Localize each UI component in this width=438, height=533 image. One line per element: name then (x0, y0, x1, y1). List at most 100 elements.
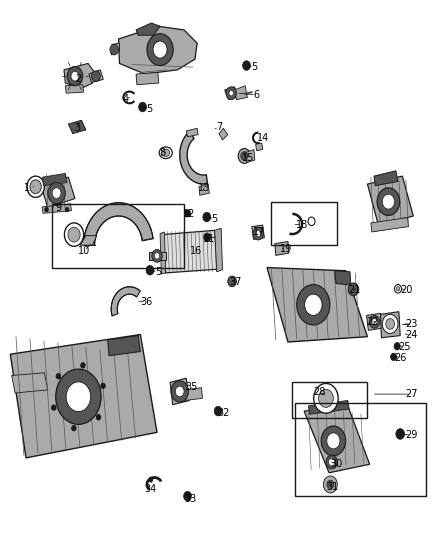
Bar (52, 204, 184, 268)
Polygon shape (225, 87, 239, 100)
Circle shape (71, 71, 79, 81)
Circle shape (328, 458, 335, 466)
Text: 34: 34 (144, 484, 156, 494)
Circle shape (96, 415, 101, 420)
Text: 2: 2 (75, 74, 81, 84)
Text: 35: 35 (185, 382, 197, 392)
Circle shape (56, 369, 101, 424)
Text: 9: 9 (56, 203, 62, 213)
Text: 37: 37 (230, 277, 242, 287)
Text: 25: 25 (399, 342, 411, 352)
Text: 27: 27 (405, 389, 417, 399)
Polygon shape (162, 230, 218, 273)
Polygon shape (160, 232, 166, 274)
Circle shape (394, 343, 400, 350)
Circle shape (386, 319, 395, 329)
Polygon shape (64, 63, 95, 88)
Polygon shape (367, 176, 413, 225)
Circle shape (27, 176, 44, 197)
Circle shape (171, 381, 188, 402)
Circle shape (147, 34, 173, 66)
Circle shape (184, 209, 191, 217)
Text: 22: 22 (367, 317, 379, 327)
Circle shape (395, 285, 402, 293)
Polygon shape (215, 228, 223, 272)
Bar (292, 382, 367, 418)
Text: 15: 15 (242, 153, 254, 163)
Polygon shape (371, 217, 409, 232)
Circle shape (372, 319, 377, 325)
Polygon shape (68, 120, 86, 134)
Text: 31: 31 (326, 482, 339, 491)
Polygon shape (149, 252, 166, 260)
Circle shape (92, 71, 100, 82)
Text: 28: 28 (313, 387, 325, 398)
Circle shape (327, 433, 340, 449)
Circle shape (369, 316, 380, 328)
Ellipse shape (162, 149, 170, 157)
Polygon shape (80, 236, 97, 245)
Text: 5: 5 (155, 267, 161, 277)
Polygon shape (170, 378, 189, 405)
Text: 23: 23 (405, 319, 417, 329)
Circle shape (154, 253, 159, 259)
Polygon shape (184, 387, 202, 400)
Circle shape (318, 389, 333, 407)
Polygon shape (367, 313, 382, 330)
Bar (295, 403, 426, 496)
Circle shape (256, 230, 261, 237)
Circle shape (326, 455, 337, 469)
Text: 5: 5 (251, 62, 257, 72)
Circle shape (396, 429, 405, 439)
Polygon shape (180, 131, 208, 184)
Polygon shape (11, 335, 157, 458)
Circle shape (304, 294, 322, 316)
Polygon shape (199, 184, 209, 195)
Text: 12: 12 (183, 209, 195, 220)
Circle shape (81, 362, 85, 368)
Polygon shape (65, 85, 84, 93)
Text: 32: 32 (217, 408, 230, 418)
Text: 10: 10 (78, 246, 91, 255)
Circle shape (72, 425, 76, 431)
Polygon shape (335, 271, 351, 285)
Circle shape (64, 223, 84, 246)
Text: 14: 14 (257, 133, 269, 143)
Circle shape (228, 276, 237, 287)
Circle shape (153, 41, 167, 58)
Circle shape (229, 91, 233, 96)
Polygon shape (381, 312, 400, 338)
Circle shape (377, 188, 400, 215)
Circle shape (203, 212, 211, 222)
Text: 11: 11 (203, 234, 215, 244)
Text: 30: 30 (330, 459, 342, 469)
Circle shape (204, 233, 211, 241)
Circle shape (314, 383, 338, 413)
Text: 21: 21 (348, 286, 360, 295)
Circle shape (101, 383, 105, 389)
Circle shape (327, 480, 334, 489)
Circle shape (382, 194, 395, 209)
Ellipse shape (159, 147, 172, 159)
Polygon shape (42, 173, 67, 185)
Text: 5: 5 (212, 214, 218, 224)
Polygon shape (40, 177, 75, 208)
Circle shape (110, 44, 119, 55)
Text: 4: 4 (122, 94, 128, 104)
Text: 20: 20 (401, 285, 413, 295)
Circle shape (241, 152, 248, 160)
Circle shape (66, 382, 91, 411)
Polygon shape (136, 23, 160, 35)
Circle shape (297, 285, 330, 325)
Text: 17: 17 (253, 227, 265, 237)
Text: 33: 33 (184, 494, 196, 504)
Circle shape (253, 227, 264, 240)
Polygon shape (119, 26, 197, 74)
Circle shape (238, 149, 251, 164)
Circle shape (152, 249, 162, 262)
Polygon shape (252, 225, 265, 239)
Text: 7: 7 (216, 122, 222, 132)
Text: 36: 36 (140, 296, 152, 306)
Text: 16: 16 (190, 246, 202, 255)
Circle shape (323, 476, 337, 493)
